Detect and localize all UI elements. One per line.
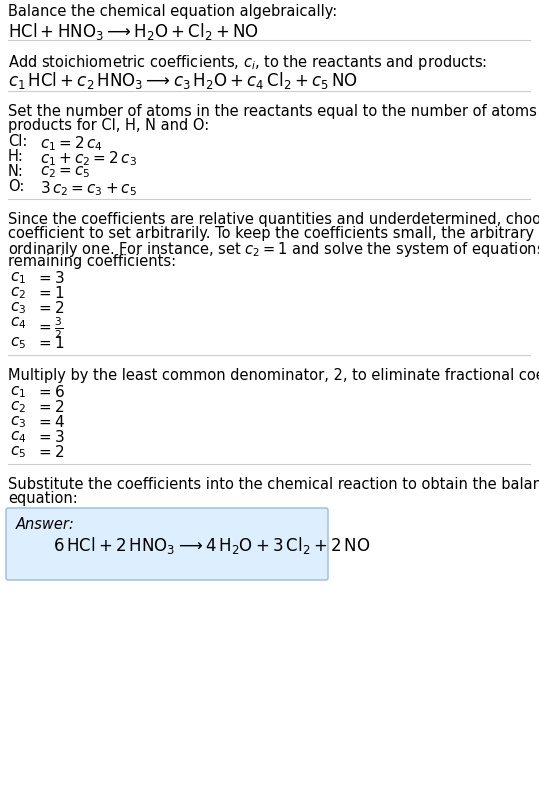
Text: O:: O:	[8, 178, 24, 194]
Text: $c_4$: $c_4$	[10, 428, 26, 444]
Text: $= 6$: $= 6$	[36, 384, 65, 400]
FancyBboxPatch shape	[6, 508, 328, 581]
Text: $c_5$: $c_5$	[10, 444, 26, 459]
Text: Cl:: Cl:	[8, 134, 27, 148]
Text: $c_2 = c_5$: $c_2 = c_5$	[40, 164, 91, 179]
Text: Since the coefficients are relative quantities and underdetermined, choose a: Since the coefficients are relative quan…	[8, 212, 539, 227]
Text: Balance the chemical equation algebraically:: Balance the chemical equation algebraica…	[8, 4, 337, 19]
Text: Substitute the coefficients into the chemical reaction to obtain the balanced: Substitute the coefficients into the che…	[8, 476, 539, 491]
Text: $= 1$: $= 1$	[36, 335, 65, 350]
Text: H:: H:	[8, 148, 24, 164]
Text: $= 1$: $= 1$	[36, 285, 65, 301]
Text: $c_2$: $c_2$	[10, 398, 26, 414]
Text: $= 3$: $= 3$	[36, 428, 65, 444]
Text: $c_1 = 2\,c_4$: $c_1 = 2\,c_4$	[40, 134, 103, 152]
Text: $= \frac{3}{2}$: $= \frac{3}{2}$	[36, 315, 64, 340]
Text: $\mathrm{6\,HCl + 2\,HNO_3 \longrightarrow 4\,H_2O + 3\,Cl_2 + 2\,NO}$: $\mathrm{6\,HCl + 2\,HNO_3 \longrightarr…	[53, 534, 370, 556]
Text: Multiply by the least common denominator, 2, to eliminate fractional coefficient: Multiply by the least common denominator…	[8, 367, 539, 383]
Text: $c_2$: $c_2$	[10, 285, 26, 300]
Text: remaining coefficients:: remaining coefficients:	[8, 254, 176, 268]
Text: $c_1\,\mathrm{HCl} + c_2\,\mathrm{HNO_3} \longrightarrow c_3\,\mathrm{H_2O} + c_: $c_1\,\mathrm{HCl} + c_2\,\mathrm{HNO_3}…	[8, 70, 357, 91]
Text: $= 2$: $= 2$	[36, 299, 65, 315]
Text: $c_1$: $c_1$	[10, 384, 26, 399]
Text: $c_3$: $c_3$	[10, 414, 26, 429]
Text: $= 4$: $= 4$	[36, 414, 66, 430]
Text: Add stoichiometric coefficients, $c_i$, to the reactants and products:: Add stoichiometric coefficients, $c_i$, …	[8, 53, 487, 72]
Text: $c_5$: $c_5$	[10, 335, 26, 350]
Text: $= 2$: $= 2$	[36, 444, 65, 460]
Text: ordinarily one. For instance, set $c_2 = 1$ and solve the system of equations fo: ordinarily one. For instance, set $c_2 =…	[8, 240, 539, 259]
Text: N:: N:	[8, 164, 24, 178]
Text: equation:: equation:	[8, 491, 78, 505]
Text: $3\,c_2 = c_3 + c_5$: $3\,c_2 = c_3 + c_5$	[40, 178, 137, 197]
Text: $c_4$: $c_4$	[10, 315, 26, 330]
Text: Answer:: Answer:	[16, 517, 75, 531]
Text: $c_1$: $c_1$	[10, 270, 26, 285]
Text: $\mathrm{HCl + HNO_3 \longrightarrow H_2O + Cl_2 + NO}$: $\mathrm{HCl + HNO_3 \longrightarrow H_2…	[8, 21, 259, 42]
Text: products for Cl, H, N and O:: products for Cl, H, N and O:	[8, 118, 209, 133]
Text: $c_3$: $c_3$	[10, 299, 26, 315]
Text: coefficient to set arbitrarily. To keep the coefficients small, the arbitrary va: coefficient to set arbitrarily. To keep …	[8, 225, 539, 241]
Text: Set the number of atoms in the reactants equal to the number of atoms in the: Set the number of atoms in the reactants…	[8, 104, 539, 119]
Text: $= 3$: $= 3$	[36, 270, 65, 285]
Text: $= 2$: $= 2$	[36, 398, 65, 414]
Text: $c_1 + c_2 = 2\,c_3$: $c_1 + c_2 = 2\,c_3$	[40, 148, 137, 168]
